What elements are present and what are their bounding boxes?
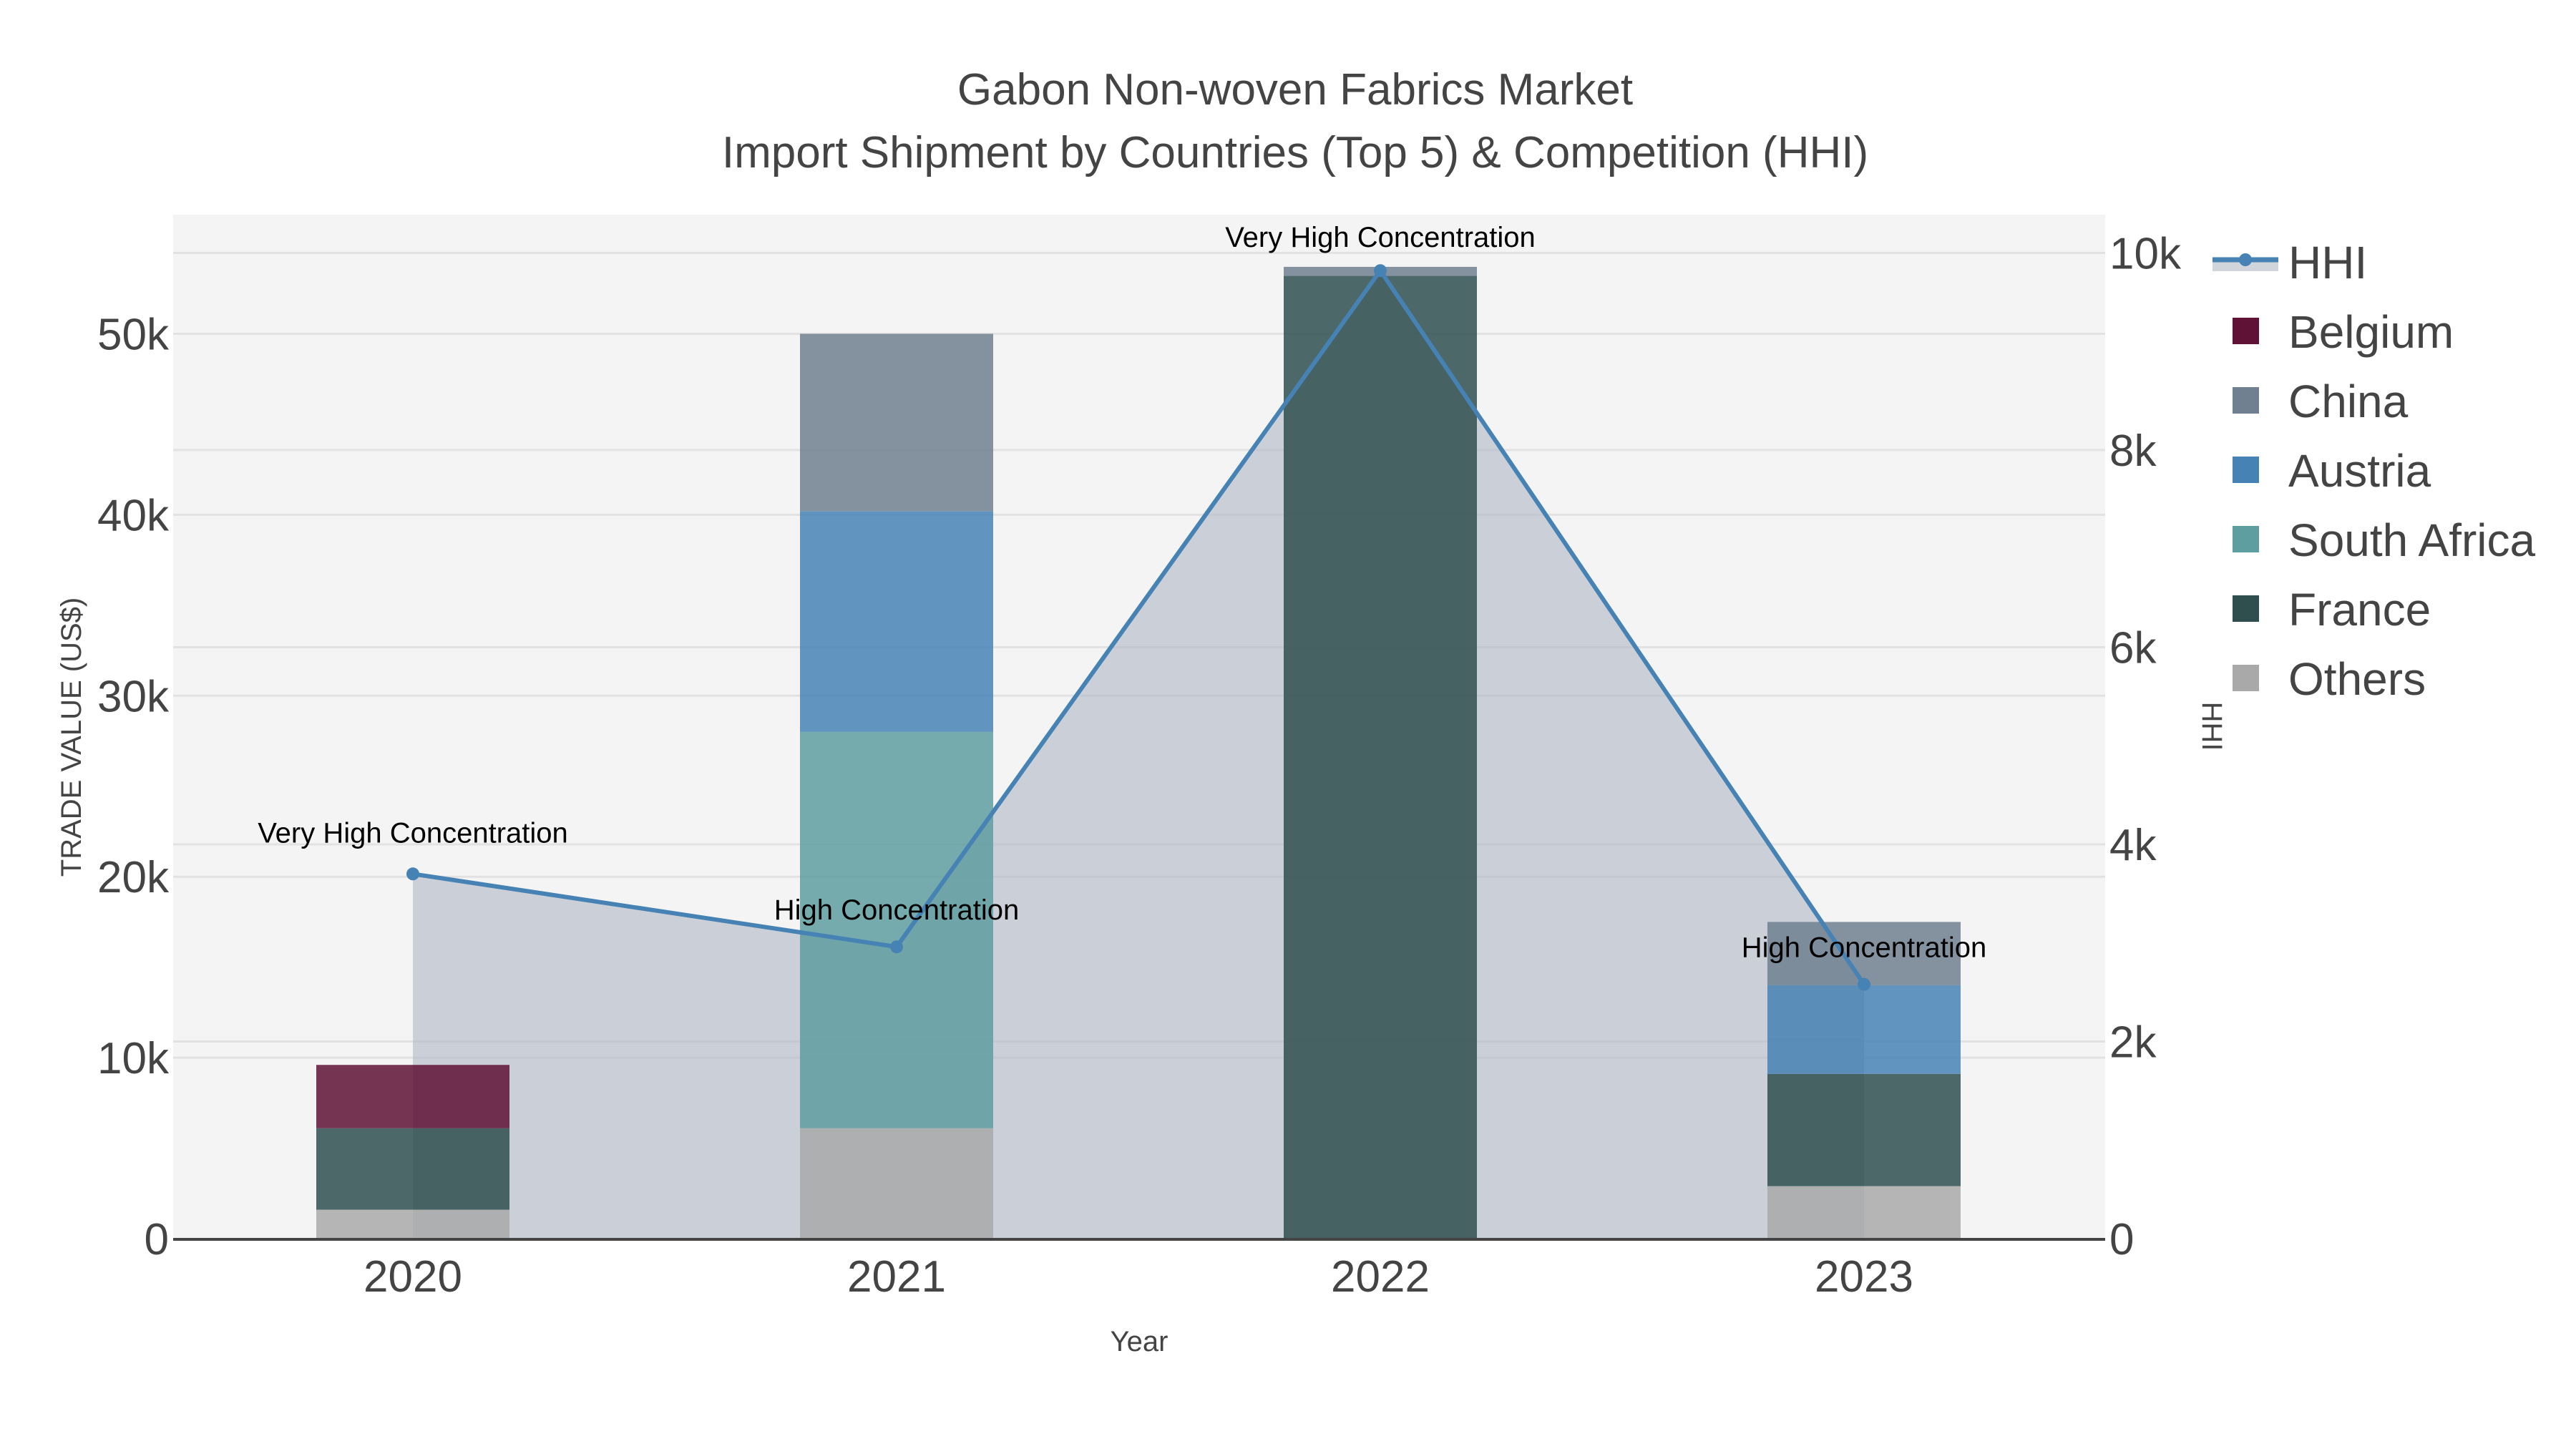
legend-item-others[interactable]: Others (2233, 653, 2426, 705)
legend-item-south-africa[interactable]: South Africa (2233, 514, 2536, 566)
legend-swatch-icon (2233, 387, 2259, 414)
hhi-annotation-2022: Very High Concentration (1225, 222, 1536, 253)
bar-stack-2022 (1284, 266, 1477, 1239)
hhi-annotation-2021: High Concentration (774, 894, 1019, 926)
y-left-tick: 10k (97, 1034, 170, 1083)
y-left-tick: 30k (97, 672, 170, 721)
legend-swatch-icon (2233, 665, 2259, 691)
x-tick: 2020 (364, 1252, 462, 1302)
bar-segment-france[interactable] (316, 1128, 509, 1210)
y-left-axis-title: TRADE VALUE (US$) (56, 597, 87, 877)
y-right-tick-labels: 0 2k 4k 6k 8k 10k (2109, 229, 2182, 1264)
bar-segment-france[interactable] (1767, 1073, 1961, 1186)
legend: HHI Belgium China Austria South Africa France… (2212, 237, 2536, 705)
x-tick: 2021 (847, 1252, 946, 1302)
y-right-tick: 0 (2109, 1215, 2134, 1264)
legend-swatch-icon (2233, 595, 2259, 622)
bar-stack-2023 (1767, 922, 1961, 1239)
y-right-tick: 8k (2109, 426, 2157, 476)
legend-item-belgium[interactable]: Belgium (2233, 306, 2454, 358)
bar-segment-others[interactable] (800, 1128, 993, 1239)
legend-item-china[interactable]: China (2233, 376, 2409, 427)
bar-segment-china[interactable] (1767, 922, 1961, 985)
y-left-tick: 0 (145, 1215, 169, 1264)
bar-stack-2021 (800, 333, 993, 1239)
legend-swatch-icon (2233, 318, 2259, 344)
bar-segment-others[interactable] (316, 1209, 509, 1239)
chart-title-line1: Gabon Non-woven Fabrics Market (957, 65, 1633, 114)
x-tick: 2022 (1331, 1252, 1430, 1302)
hhi-point-2021[interactable] (890, 940, 903, 954)
bar-segment-austria[interactable] (800, 511, 993, 732)
y-left-tick: 20k (97, 853, 170, 902)
hhi-point-2023[interactable] (1858, 977, 1870, 991)
x-axis-title: Year (1111, 1326, 1169, 1357)
chart-title-line2: Import Shipment by Countries (Top 5) & C… (722, 128, 1868, 177)
legend-item-france[interactable]: France (2233, 584, 2431, 635)
y-left-tick: 50k (97, 311, 170, 360)
bar-stack-2020 (316, 1065, 509, 1239)
hhi-area-fill (413, 270, 1864, 1239)
legend-label: France (2288, 584, 2431, 635)
hhi-annotation-2023: High Concentration (1742, 932, 1986, 964)
legend-item-austria[interactable]: Austria (2233, 445, 2431, 497)
hhi-annotations: Very High Concentration High Concentratio… (258, 222, 1986, 963)
bar-segment-austria[interactable] (1767, 985, 1961, 1074)
bar-segment-south-africa[interactable] (800, 731, 993, 1128)
legend-swatch-icon (2233, 457, 2259, 483)
legend-label: China (2288, 376, 2409, 427)
y-right-axis-title: HHI (2196, 702, 2228, 751)
legend-label: HHI (2288, 237, 2367, 288)
bar-segment-belgium[interactable] (316, 1065, 509, 1128)
hhi-legend-marker-icon (2239, 253, 2252, 266)
legend-label: Belgium (2288, 306, 2454, 358)
bar-segment-china[interactable] (800, 333, 993, 512)
hhi-area (413, 270, 1864, 1239)
hhi-point-2020[interactable] (406, 867, 419, 881)
y-right-tick: 6k (2109, 623, 2157, 673)
legend-label: Austria (2288, 445, 2431, 497)
bar-segment-others[interactable] (1767, 1186, 1961, 1239)
x-tick: 2023 (1815, 1252, 1913, 1302)
legend-item-hhi[interactable]: HHI (2212, 237, 2367, 288)
y-left-tick-labels: 0 10k 20k 30k 40k 50k (97, 311, 170, 1265)
hhi-line[interactable] (406, 264, 1870, 991)
hhi-point-2022[interactable] (1374, 264, 1387, 278)
bar-stacks (316, 266, 1961, 1239)
legend-label: South Africa (2288, 514, 2536, 566)
y-right-tick: 2k (2109, 1018, 2157, 1067)
y-right-tick: 4k (2109, 821, 2157, 870)
y-right-tick: 10k (2109, 229, 2182, 278)
hhi-annotation-2020: Very High Concentration (258, 817, 568, 849)
bar-segment-france[interactable] (1284, 275, 1477, 1239)
x-tick-labels: 2020 2021 2022 2023 (364, 1252, 1913, 1302)
legend-label: Others (2288, 653, 2426, 705)
hhi-line-path[interactable] (412, 266, 1866, 986)
legend-swatch-icon (2233, 526, 2259, 552)
y-left-tick: 40k (97, 491, 170, 540)
